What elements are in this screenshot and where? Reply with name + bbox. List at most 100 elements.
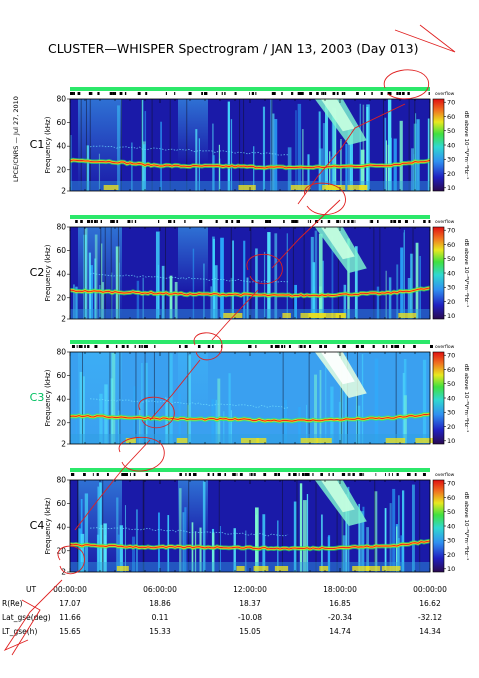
colorbar-tick-label: 60 [447, 494, 455, 502]
ephemeris-value: 00:00:00 [413, 585, 447, 594]
colorbar [432, 479, 445, 573]
colorbar-tick-label: 70 [447, 480, 455, 488]
y-tick-label: 60 [56, 371, 66, 380]
vertical-bursts [75, 352, 427, 444]
status-bar-green [70, 87, 430, 91]
sketch-stroke [193, 332, 223, 361]
colorbar-tick-label: 50 [447, 127, 455, 135]
y-axis-label: Frequency (kHz) [44, 244, 52, 301]
ephemeris-value: 16.62 [419, 599, 441, 608]
satellite-label: C2 [30, 266, 45, 279]
colorbar-tick-label: 40 [447, 269, 455, 277]
y-tick-label: 20 [56, 165, 66, 174]
ephemeris-value: 15.33 [149, 627, 171, 636]
colorbar-tick-label: 20 [447, 298, 455, 306]
ephemeris-value: 00:00:00 [53, 585, 87, 594]
sketch-stroke [394, 24, 456, 53]
panels-group: 80 60 40 20 2 Frequency (kHz) C1 overflow 70 60 50… [30, 87, 470, 577]
panel-c3: 80 60 40 20 2 Frequency (kHz)C3 overflow 70 60 50… [30, 340, 470, 449]
ephemeris-row-label: R(Re) [2, 599, 23, 608]
ephemeris-value: 15.65 [59, 627, 81, 636]
status-bar-green [70, 468, 430, 472]
colorbar-tick-label: 70 [447, 352, 455, 360]
colorbar-overflow-tag: overflow [435, 344, 455, 350]
ephemeris-value: 15.05 [239, 627, 261, 636]
figure-title: CLUSTER—WHISPER Spectrogram / JAN 13, 20… [48, 41, 419, 56]
colorbar-tick-label: 50 [447, 508, 455, 516]
colorbar [432, 351, 445, 445]
ephemeris-row-label: LT_gse(h) [2, 627, 37, 636]
sketch-stroke [149, 359, 201, 421]
colorbar-tick-label: 30 [447, 284, 455, 292]
sketch-stroke [74, 439, 151, 531]
ephemeris-value: 18:00:00 [323, 585, 357, 594]
status-bar-dark [70, 473, 426, 476]
y-tick-label: 2 [61, 315, 66, 324]
colorbar-tick-label: 30 [447, 537, 455, 545]
y-tick-label: 60 [56, 118, 66, 127]
sketch-stroke [297, 103, 406, 205]
y-tick-label: 20 [56, 418, 66, 427]
ephemeris-value: 18.86 [149, 599, 171, 608]
colorbar-tick-label: 40 [447, 522, 455, 530]
sketch-stroke [304, 182, 346, 215]
colorbar-tick-label: 50 [447, 380, 455, 388]
ephemeris-row-label: UT [26, 585, 36, 594]
y-axis-label: Frequency (kHz) [44, 369, 52, 426]
ephemeris-table: UTR(Re)Lat_gse(deg)LT_gse(h)00:00:00 06:0… [2, 585, 447, 636]
y-tick-label: 80 [56, 223, 66, 232]
status-bar-dark [75, 220, 431, 223]
colorbar-overflow-tag: overflow [435, 219, 455, 225]
colorbar-tick-label: 20 [447, 551, 455, 559]
red-annotation-sketch [3, 24, 456, 656]
ephemeris-value: 06:00:00 [143, 585, 177, 594]
status-bar-dark [71, 345, 433, 348]
spectrogram-area [70, 227, 430, 319]
ephemeris-value: -32.12 [418, 613, 442, 622]
ephemeris-value: 14.34 [419, 627, 441, 636]
panel-c2: 80 60 40 20 2 Frequency (kHz)C2 overflow 70 60 50… [30, 215, 470, 324]
y-tick-label: 40 [56, 270, 66, 279]
y-tick-label: 80 [56, 476, 66, 485]
y-tick-label: 80 [56, 348, 66, 357]
colorbar-tick-label: 40 [447, 141, 455, 149]
colorbar-tick-label: 10 [447, 184, 455, 192]
spectrogram-area [70, 99, 430, 191]
ephemeris-value: 14.74 [329, 627, 351, 636]
colorbar-tick-label: 50 [447, 255, 455, 263]
y-tick-label: 60 [56, 499, 66, 508]
sketch-stroke [271, 199, 341, 269]
satellite-label: C1 [30, 138, 45, 151]
colorbar-overflow-tag: overflow [435, 472, 455, 478]
colorbar-tick-label: 40 [447, 394, 455, 402]
y-axis-label: Frequency (kHz) [44, 497, 52, 554]
sketch-stroke [246, 253, 283, 285]
ephemeris-value: -10.08 [238, 613, 262, 622]
ephemeris-value: 17.07 [59, 599, 81, 608]
sketch-stroke [383, 69, 430, 100]
sketch-stroke [57, 545, 85, 575]
colorbar-overflow-tag: overflow [435, 91, 455, 97]
y-tick-label: 2 [61, 187, 66, 196]
colorbar-tick-label: 10 [447, 437, 455, 445]
y-tick-label: 20 [56, 546, 66, 555]
sketch-stroke [11, 599, 41, 656]
y-tick-label: 20 [56, 293, 66, 302]
colorbar [432, 226, 445, 320]
sketch-stroke [211, 289, 259, 341]
sketch-stroke [118, 437, 165, 472]
ephemeris-value: -20.34 [328, 613, 352, 622]
y-tick-label: 40 [56, 142, 66, 151]
sketch-stroke [3, 579, 63, 652]
vertical-bursts [77, 480, 421, 572]
status-bar-green [70, 340, 430, 344]
sketch-stroke [138, 396, 175, 429]
satellite-label: C3 [30, 391, 45, 404]
spectrogram-area [70, 352, 430, 444]
colorbar [432, 98, 445, 192]
colorbar-tick-label: 20 [447, 170, 455, 178]
colorbar-tick-label: 60 [447, 113, 455, 121]
side-note: LPCE/CNRS — Jul 27, 2010 [12, 96, 20, 182]
